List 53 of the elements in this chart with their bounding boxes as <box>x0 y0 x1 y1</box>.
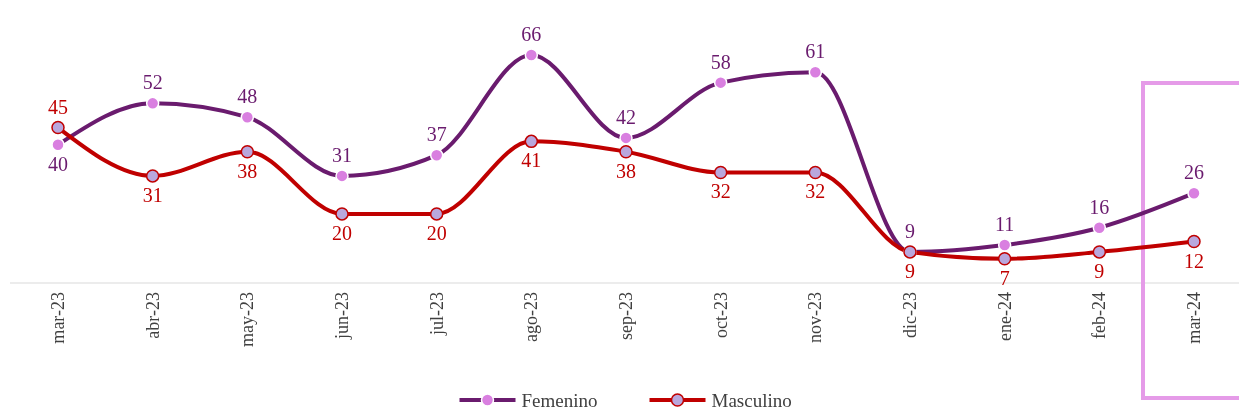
data-label: 52 <box>142 71 163 94</box>
point <box>997 252 1012 266</box>
data-label: 32 <box>710 180 731 203</box>
data-label: 16 <box>1089 195 1110 218</box>
point <box>1092 245 1107 259</box>
x-tick-label: mar-24 <box>1184 292 1204 344</box>
data-label: 61 <box>805 40 826 63</box>
x-tick-label: dic-23 <box>900 292 920 338</box>
x-tick-label: abr-23 <box>142 292 163 339</box>
data-label: 11 <box>995 213 1015 235</box>
data-label: 40 <box>48 152 68 175</box>
point <box>51 120 65 135</box>
data-label: 48 <box>237 85 258 108</box>
x-tick-label: jul-23 <box>426 292 447 336</box>
data-label: 32 <box>805 180 826 203</box>
x-tick-label: ago-23 <box>521 292 542 342</box>
x-tick-label: nov-23 <box>805 292 826 343</box>
data-label: 20 <box>332 221 352 244</box>
data-label: 38 <box>616 159 636 182</box>
point <box>429 207 444 221</box>
data-label: 9 <box>1094 259 1105 282</box>
data-label: 42 <box>616 105 636 128</box>
legend-label: Femenino <box>521 390 598 411</box>
data-label: 9 <box>905 219 915 242</box>
x-tick-label: ene-24 <box>994 292 1015 341</box>
point <box>240 144 255 159</box>
x-tick-label: jun-23 <box>332 292 352 340</box>
data-label: 7 <box>999 266 1010 289</box>
point <box>808 165 823 180</box>
legend-label: Masculino <box>711 390 792 411</box>
x-tick-label: may-23 <box>237 292 258 347</box>
point <box>524 134 539 149</box>
data-label: 58 <box>710 50 731 73</box>
data-label: 20 <box>426 221 447 244</box>
point <box>335 207 349 221</box>
data-label: 9 <box>905 259 915 282</box>
data-label: 38 <box>237 159 258 182</box>
point <box>713 165 728 180</box>
point <box>619 144 633 159</box>
x-tick-label: sep-23 <box>616 292 636 340</box>
point <box>1187 234 1201 249</box>
x-tick-label: feb-24 <box>1089 292 1110 339</box>
data-label: 41 <box>521 149 542 172</box>
data-label: 31 <box>332 143 352 166</box>
x-tick-label: oct-23 <box>710 292 731 338</box>
data-label: 12 <box>1184 249 1204 272</box>
x-tick-label: mar-23 <box>48 292 68 344</box>
data-label: 37 <box>426 123 447 146</box>
data-label: 45 <box>48 95 68 118</box>
data-label: 66 <box>521 23 542 45</box>
data-label: 31 <box>142 183 163 206</box>
data-label: 26 <box>1184 161 1204 184</box>
point <box>145 169 160 183</box>
